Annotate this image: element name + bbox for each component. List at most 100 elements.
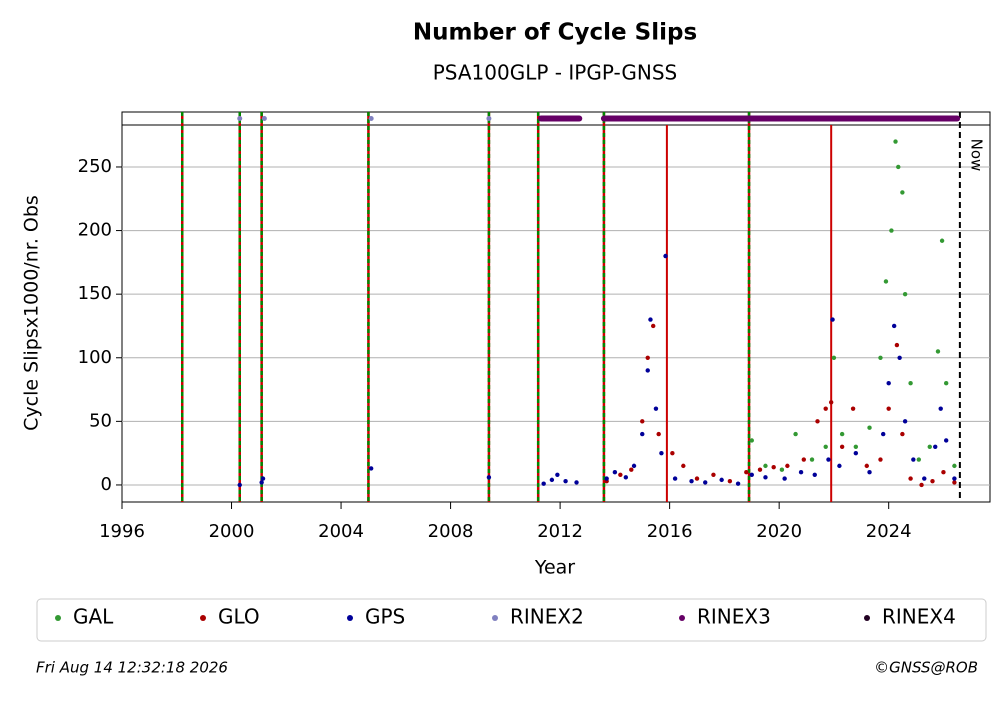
point [793,431,798,437]
point [631,463,637,469]
point [368,466,374,471]
point [555,472,560,477]
point [830,317,835,322]
point [672,476,678,481]
point [900,190,905,195]
legend-label: RINEX2 [510,605,584,629]
legend-marker [864,615,870,621]
point [719,477,724,483]
legend-label: RINEX4 [882,605,956,629]
rinex-point [261,116,267,121]
credit: ©GNSS@ROB [874,659,978,677]
point [727,478,733,484]
point [896,164,901,170]
legend-label: GPS [365,605,405,629]
point [563,478,568,484]
chart-subtitle: PSA100GLP - IPGP-GNSS [433,61,678,85]
point [881,431,886,437]
point [919,482,924,488]
point [779,467,785,472]
point [259,480,264,485]
point [908,381,913,386]
point [645,355,650,360]
point [935,349,941,354]
date: Fri Aug 14 12:32:18 2026 [36,659,228,677]
point [653,406,659,411]
point [541,481,546,486]
point [663,253,668,259]
legend-marker [347,615,353,621]
x-tick-label: 2000 [209,521,255,542]
point [952,463,957,469]
point [757,467,763,472]
point [798,470,804,475]
point [815,419,820,424]
point [938,406,943,411]
point [486,475,492,480]
point [826,457,831,462]
point [703,480,708,485]
point [930,478,935,484]
point [260,476,266,481]
point [939,238,945,243]
legend-label: RINEX3 [697,605,771,629]
point [782,476,787,481]
rinex-point [368,116,374,121]
point [640,419,645,424]
point [831,355,837,360]
point [943,438,949,443]
now-label: Now [967,139,985,172]
point [952,480,957,485]
point [823,406,828,411]
x-tick-label: 2004 [318,521,364,542]
x-tick-label: 2020 [756,521,802,542]
x-tick-label: 2016 [647,521,693,542]
y-axis-label: Cycle Slipsx1000/nr. Obs [21,195,43,431]
point [612,470,618,475]
chart-title: Number of Cycle Slips [413,20,697,46]
point [623,475,629,480]
y-tick-label: 250 [78,156,112,177]
point [237,482,242,488]
point [853,450,859,456]
point [867,425,872,430]
x-tick-label: 2012 [537,521,583,542]
y-tick-label: 100 [78,347,112,368]
point [785,463,790,469]
rinex-point [486,116,492,121]
legend [36,598,987,642]
x-axis-label: Year [534,557,575,579]
rinex-point [237,116,243,121]
point [883,279,889,284]
point [886,381,891,386]
point [853,444,859,449]
point [893,139,898,144]
point [902,419,908,424]
point [744,470,749,475]
legend-marker [200,615,206,621]
point [640,431,645,437]
point [694,476,700,481]
point [604,476,609,481]
x-tick-label: 1996 [99,521,145,542]
point [891,323,897,329]
point [574,480,579,485]
point [886,406,891,411]
point [681,463,686,469]
point [651,323,656,329]
point [749,438,754,443]
point [850,406,856,411]
point [897,355,902,360]
point [839,431,845,437]
point [867,470,872,475]
point [689,478,694,484]
point [645,368,650,373]
point [749,472,754,477]
point [670,450,675,456]
legend-marker [492,615,498,621]
y-tick-label: 200 [78,220,112,241]
point [889,228,894,233]
point [943,381,949,386]
